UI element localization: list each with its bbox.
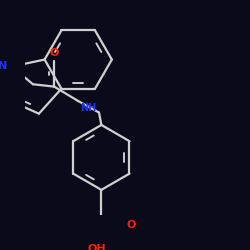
Text: NH: NH (80, 102, 96, 113)
Text: OH: OH (87, 244, 106, 250)
Text: O: O (127, 220, 136, 230)
Text: O: O (50, 48, 59, 58)
Text: N: N (0, 61, 8, 71)
